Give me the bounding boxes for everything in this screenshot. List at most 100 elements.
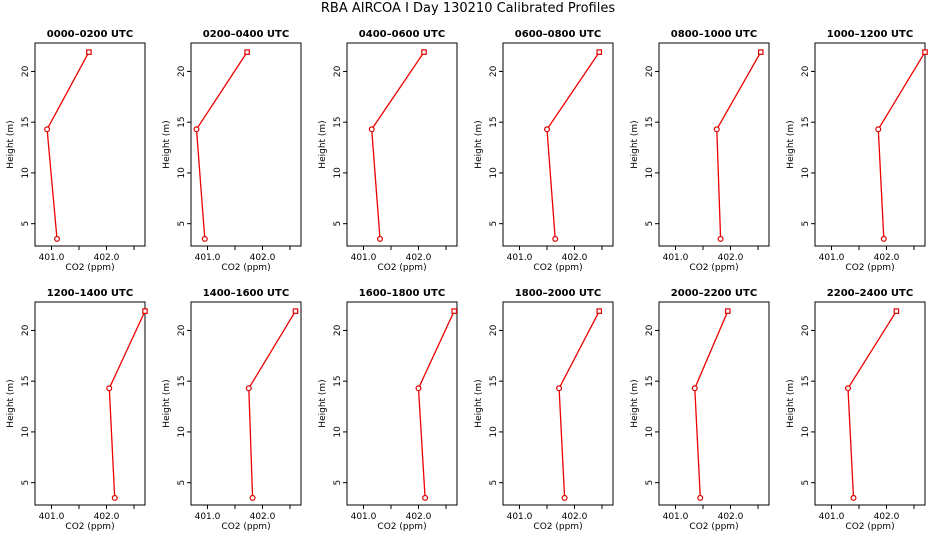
figure-title: RBA AIRCOA I Day 130210 Calibrated Profi… xyxy=(320,1,616,16)
y-tick-label: 20 xyxy=(21,324,31,336)
x-tick-label: 402.0 xyxy=(874,512,900,522)
data-point xyxy=(922,49,928,55)
profile-panel: 1400–1600 UTC 401.0 402.0 5 10 15 20 CO2 (ppm) H… xyxy=(162,288,302,532)
profile-line xyxy=(546,51,600,239)
x-tick-label: 401.0 xyxy=(819,253,845,263)
y-tick-label: 20 xyxy=(801,324,811,336)
data-point xyxy=(53,235,60,242)
y-tick-label: 10 xyxy=(489,167,499,179)
x-axis-label: CO2 (ppm) xyxy=(689,522,738,532)
data-point xyxy=(201,235,208,242)
y-tick-label: 10 xyxy=(177,426,187,438)
x-tick-label: 401.0 xyxy=(507,253,533,263)
y-tick-label: 5 xyxy=(801,221,811,227)
x-tick-label: 401.0 xyxy=(351,512,377,522)
y-axis-label: Height (m) xyxy=(630,120,640,168)
y-tick-label: 15 xyxy=(801,375,811,386)
profile-panel: 0800–1000 UTC 401.0 402.0 5 10 15 20 CO2 (ppm) H… xyxy=(630,29,770,273)
profile-panel: 2200–2400 UTC 401.0 402.0 5 10 15 20 CO2 (ppm) H… xyxy=(786,288,926,532)
profile-panel: 1200–1400 UTC 401.0 402.0 5 10 15 20 CO2 (ppm) H… xyxy=(6,288,148,532)
plot-frame xyxy=(814,42,926,247)
x-tick-label: 401.0 xyxy=(507,512,533,522)
x-tick-label: 402.0 xyxy=(250,253,276,263)
y-tick-label: 5 xyxy=(177,480,187,486)
data-point xyxy=(111,494,118,501)
data-point xyxy=(596,49,603,55)
x-tick-label: 401.0 xyxy=(663,253,689,263)
y-tick-label: 10 xyxy=(21,426,31,438)
data-point xyxy=(757,49,764,55)
x-axis-label: CO2 (ppm) xyxy=(533,263,582,273)
panel-title: 0000–0200 UTC xyxy=(47,29,133,40)
y-tick-label: 15 xyxy=(21,116,31,127)
data-point xyxy=(292,308,299,314)
x-axis-label: CO2 (ppm) xyxy=(221,522,270,532)
panel-title: 2000–2200 UTC xyxy=(671,288,757,299)
y-tick-label: 15 xyxy=(645,116,655,127)
y-axis-label: Height (m) xyxy=(474,379,484,427)
y-tick-label: 15 xyxy=(489,375,499,386)
profile-line xyxy=(248,310,297,498)
data-point xyxy=(552,235,559,242)
plot-frame xyxy=(502,42,614,247)
y-tick-label: 5 xyxy=(489,480,499,486)
plot-frame xyxy=(502,301,614,506)
profile-line xyxy=(877,51,926,239)
y-tick-label: 10 xyxy=(333,426,343,438)
y-tick-label: 10 xyxy=(801,167,811,179)
profile-panel: 0000–0200 UTC 401.0 402.0 5 10 15 20 CO2 (ppm) H… xyxy=(6,29,146,273)
x-tick-label: 401.0 xyxy=(819,512,845,522)
data-point xyxy=(543,126,550,133)
x-tick-label: 402.0 xyxy=(250,512,276,522)
panel-title: 1400–1600 UTC xyxy=(203,288,289,299)
profile-line xyxy=(195,51,248,239)
x-tick-label: 401.0 xyxy=(195,512,221,522)
x-tick-label: 402.0 xyxy=(718,253,744,263)
data-point xyxy=(697,494,704,501)
y-tick-label: 15 xyxy=(177,116,187,127)
y-tick-label: 20 xyxy=(489,65,499,77)
plot-frame xyxy=(34,301,146,506)
x-axis-label: CO2 (ppm) xyxy=(845,263,894,273)
x-axis-label: CO2 (ppm) xyxy=(377,263,426,273)
profile-line xyxy=(847,310,897,498)
data-point xyxy=(193,126,200,133)
panel-title: 2200–2400 UTC xyxy=(827,288,913,299)
profile-line xyxy=(694,310,729,498)
y-axis-label: Height (m) xyxy=(6,120,16,168)
panel-title: 1600–1800 UTC xyxy=(359,288,445,299)
data-point xyxy=(724,308,731,314)
y-tick-label: 15 xyxy=(177,375,187,386)
x-tick-label: 402.0 xyxy=(94,253,120,263)
x-tick-label: 402.0 xyxy=(562,512,588,522)
data-point xyxy=(596,308,603,314)
y-tick-label: 15 xyxy=(21,375,31,386)
y-axis-label: Height (m) xyxy=(786,120,796,168)
x-tick-label: 401.0 xyxy=(39,512,65,522)
panel-title: 0800–1000 UTC xyxy=(671,29,757,40)
y-axis-label: Height (m) xyxy=(162,379,172,427)
x-tick-label: 401.0 xyxy=(663,512,689,522)
y-tick-label: 5 xyxy=(645,480,655,486)
plot-frame xyxy=(814,301,926,506)
y-axis-label: Height (m) xyxy=(318,120,328,168)
plot-frame xyxy=(346,301,458,506)
profile-line xyxy=(716,51,762,239)
data-point xyxy=(850,494,857,501)
y-tick-label: 20 xyxy=(333,324,343,336)
profile-panel: 2000–2200 UTC 401.0 402.0 5 10 15 20 CO2 (ppm) H… xyxy=(630,288,770,532)
data-point xyxy=(713,126,720,133)
y-tick-label: 15 xyxy=(489,116,499,127)
y-tick-label: 20 xyxy=(645,65,655,77)
y-tick-label: 20 xyxy=(177,324,187,336)
data-point xyxy=(421,49,427,55)
data-point xyxy=(44,126,51,133)
data-point xyxy=(415,385,422,392)
data-point xyxy=(717,235,724,242)
plot-frame xyxy=(658,42,770,247)
data-point xyxy=(244,49,250,55)
x-axis-label: CO2 (ppm) xyxy=(65,522,114,532)
x-tick-label: 402.0 xyxy=(718,512,744,522)
profile-panel: 1000–1200 UTC 401.0 402.0 5 10 15 20 CO2 (ppm) H… xyxy=(786,29,928,273)
panel-title: 1200–1400 UTC xyxy=(47,288,133,299)
